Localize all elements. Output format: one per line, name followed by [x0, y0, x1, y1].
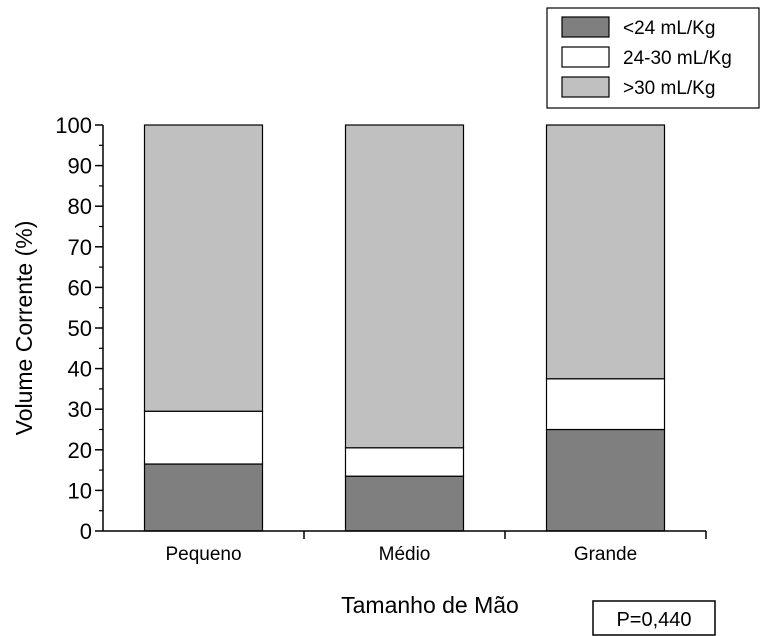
p-value-annotation: P=0,440: [616, 609, 691, 631]
y-tick-label: 20: [68, 438, 92, 463]
bar-segment: [143, 410, 264, 465]
x-ticks: Pequeno Médio Grande: [165, 531, 707, 565]
y-tick-label: 10: [68, 478, 92, 503]
x-category-label: Médio: [379, 544, 431, 565]
legend-swatch: [561, 76, 610, 98]
legend-entry-label: 24-30 mL/Kg: [623, 48, 732, 69]
y-tick-label: 50: [68, 316, 92, 341]
bar-segment: [344, 475, 465, 532]
y-axis-title: Volume Corrente (%): [11, 221, 37, 436]
legend-entry-label: <24 mL/Kg: [623, 18, 715, 39]
y-tick-label: 100: [55, 113, 92, 138]
y-tick-label: 90: [68, 154, 92, 179]
legend-swatch: [561, 46, 610, 68]
bar-segment: [545, 428, 666, 532]
bars: [143, 124, 666, 532]
y-tick-label: 30: [68, 397, 92, 422]
legend-entry-label: >30 mL/Kg: [623, 78, 715, 99]
bar-segment: [344, 447, 465, 477]
y-tick-label: 80: [68, 194, 92, 219]
x-axis-title: Tamanho de Mão: [341, 592, 519, 618]
legend-swatch: [561, 16, 610, 38]
x-category-label: Grande: [574, 544, 637, 565]
legend: <24 mL/Kg 24-30 mL/Kg >30 mL/Kg: [546, 7, 760, 109]
y-tick-label: 70: [68, 235, 92, 260]
y-tick-label: 40: [68, 357, 92, 382]
x-category-label: Pequeno: [165, 544, 241, 565]
bar-segment: [344, 124, 465, 449]
bar-segment: [545, 124, 666, 380]
bar-segment: [143, 463, 264, 532]
y-ticks: 0 10 20 30 40 50 60 70 80 90 100: [55, 113, 103, 544]
y-tick-label: 60: [68, 275, 92, 300]
bar-segment: [545, 378, 666, 431]
bar-segment: [143, 124, 264, 412]
p-value-box: P=0,440: [592, 600, 716, 636]
y-tick-label: 0: [80, 519, 92, 544]
